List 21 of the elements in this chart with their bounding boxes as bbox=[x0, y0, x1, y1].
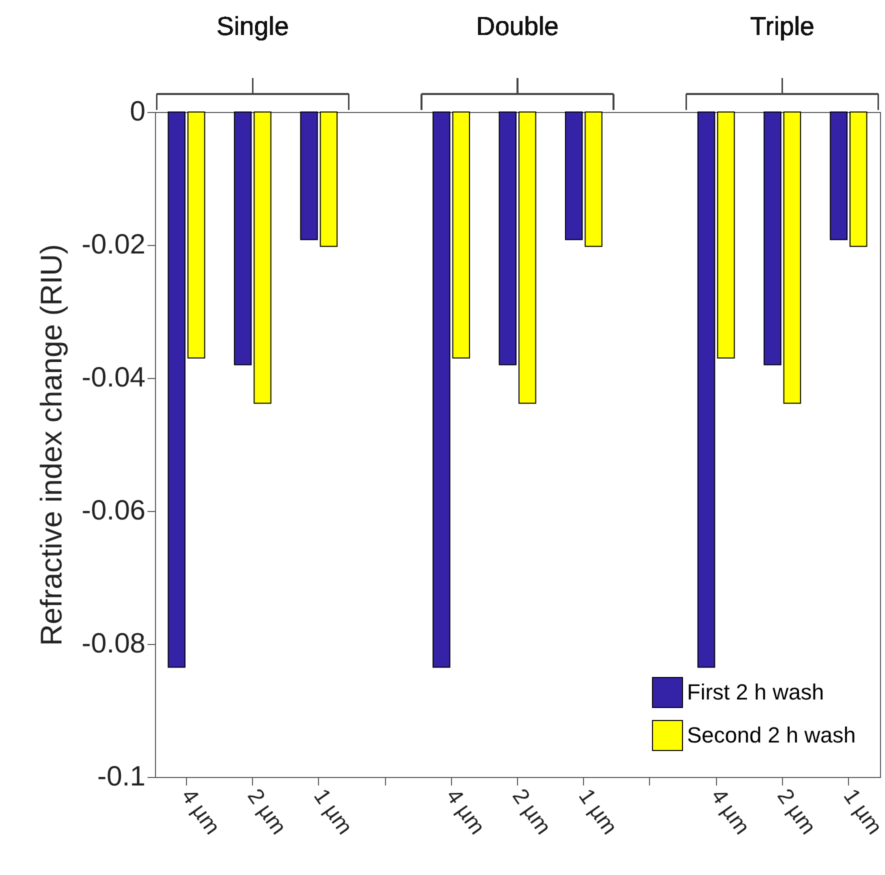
x-tick-label: 1 µm bbox=[309, 784, 358, 839]
x-tick-label: 1 µm bbox=[574, 784, 623, 839]
x-tick-label: 1 µm bbox=[838, 784, 885, 839]
legend-label: First 2 h wash bbox=[687, 680, 824, 704]
x-tick-label: 2 µm bbox=[508, 784, 556, 839]
legend-label: Second 2 h wash bbox=[687, 722, 856, 748]
y-tick-label: -0.1 bbox=[97, 760, 146, 792]
text: Single bbox=[216, 11, 289, 41]
y-axis-title: Refractive index change (RIU) bbox=[36, 244, 69, 646]
text: Triple bbox=[750, 11, 814, 41]
y-tick-label: -0.02 bbox=[82, 228, 146, 260]
text: Double bbox=[476, 11, 559, 41]
y-tick-label: -0.04 bbox=[82, 362, 146, 392]
x-tick-label: 4 µm bbox=[441, 784, 490, 839]
x-tick-label: 2 µm bbox=[242, 784, 292, 839]
y-tick-label: -0.06 bbox=[82, 494, 146, 526]
x-tick-label: 4 µm bbox=[176, 784, 226, 839]
y-tick-label: -0.08 bbox=[82, 628, 146, 658]
x-tick-label: 4 µm bbox=[706, 784, 756, 839]
x-tick-label: 2 µm bbox=[772, 784, 822, 839]
y-tick-label: 0 bbox=[130, 96, 146, 126]
